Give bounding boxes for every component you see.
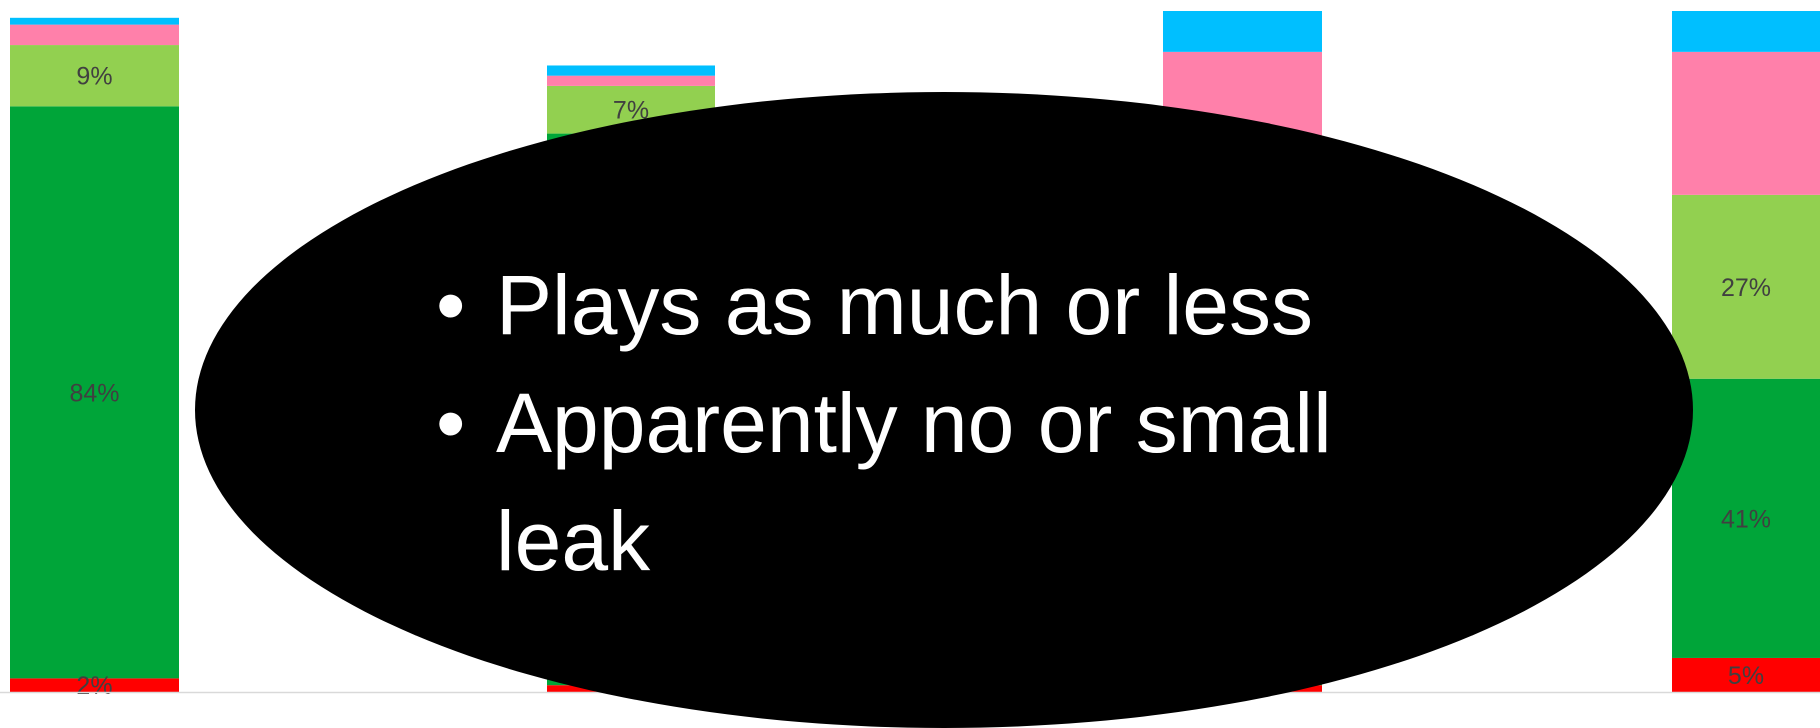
bar-segment (1672, 657, 1820, 692)
bullet-item: • Plays as much or less (430, 246, 1476, 364)
bullet-text: Plays as much or less (496, 258, 1313, 352)
bar-segment (1672, 194, 1820, 379)
bullet-dot: • (436, 376, 466, 470)
data-label: 84% (69, 379, 119, 407)
data-label: 41% (1721, 505, 1771, 533)
data-label: 9% (76, 63, 112, 91)
bar-segment (1163, 11, 1322, 52)
bar-segment (547, 65, 715, 76)
bar-segment (10, 678, 179, 692)
callout-ellipse (195, 92, 1693, 728)
bullet-item: • Apparently no or small leak (430, 364, 1476, 600)
bullet-dot: • (436, 258, 466, 352)
data-label: 5% (1728, 662, 1764, 690)
labels-group: 2%84%9%7%5%41%27% (69, 63, 1771, 696)
data-label: 2% (76, 672, 112, 696)
data-label: 27% (1721, 274, 1771, 302)
bar-segment (1672, 51, 1820, 195)
bullet-text: Apparently no or small leak (496, 376, 1332, 588)
bar-segment (10, 106, 179, 679)
bar-segment (10, 17, 179, 25)
bar-segment (547, 75, 715, 86)
bar-segment (10, 24, 179, 46)
bar-segment (1672, 378, 1820, 658)
bar-segment (1672, 11, 1820, 52)
bar-segment (10, 45, 179, 107)
callout-bullet-list: • Plays as much or less • Apparently no … (430, 246, 1476, 600)
